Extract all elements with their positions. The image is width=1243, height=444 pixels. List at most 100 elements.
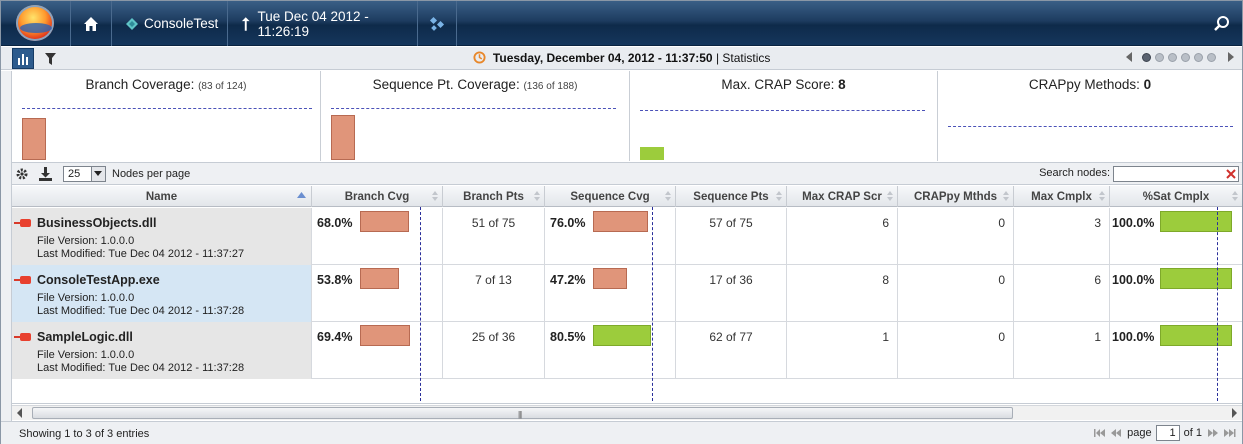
crappy-methods-value: 0 <box>998 216 1005 230</box>
pager-dot[interactable] <box>1194 52 1203 62</box>
summary-crappy-methods: CRAPpy Methods: 0 <box>938 71 1242 161</box>
name-cell[interactable]: SampleLogic.dll File Version: 1.0.0.0 La… <box>12 322 312 379</box>
breadcrumb-project[interactable]: ConsoleTest <box>111 1 227 46</box>
name-cell[interactable]: ConsoleTestApp.exe File Version: 1.0.0.0… <box>12 265 312 322</box>
column-header-sequence-cvg[interactable]: Sequence Cvg <box>545 186 676 207</box>
statistics-view-button[interactable] <box>12 48 34 69</box>
column-label: %Sat Cmplx <box>1142 190 1210 203</box>
assembly-icon <box>14 219 31 227</box>
summary-bar <box>22 118 46 160</box>
table-row[interactable]: ConsoleTestApp.exe File Version: 1.0.0.0… <box>12 265 1242 322</box>
sequence-pts-cell: 57 of 75 <box>676 208 787 265</box>
node-name[interactable]: ConsoleTestApp.exe <box>37 273 160 287</box>
target-line <box>640 110 925 111</box>
first-page-icon[interactable] <box>1093 427 1106 439</box>
branch-pts-value: 25 of 36 <box>471 330 516 344</box>
table-header: Name Branch Cvg Branch Pts Sequence Cvg … <box>12 186 1242 207</box>
column-header-branch-pts[interactable]: Branch Pts <box>443 186 545 207</box>
sat-cmplx-bar <box>1160 268 1232 289</box>
sort-icon <box>887 191 893 201</box>
summary-max-crap: Max. CRAP Score: 8 <box>630 71 938 161</box>
table-row[interactable]: SampleLogic.dll File Version: 1.0.0.0 La… <box>12 322 1242 379</box>
max-crap-cell: 8 <box>787 265 898 322</box>
page-label: page <box>1127 427 1152 439</box>
sat-cmplx-bar <box>1160 211 1232 232</box>
target-line <box>331 108 616 109</box>
summary-label: Branch Coverage: <box>85 77 195 92</box>
column-header-sat-cmplx[interactable]: %Sat Cmplx <box>1110 186 1242 207</box>
branch-pts-cell: 51 of 75 <box>443 208 545 265</box>
horizontal-scrollbar[interactable]: ||| <box>12 405 1242 420</box>
summary-label: CRAPpy Methods: <box>1028 77 1140 92</box>
filter-button[interactable] <box>39 48 61 69</box>
summary-branch-coverage: Branch Coverage: (83 of 124) <box>12 71 321 161</box>
node-name[interactable]: BusinessObjects.dll <box>37 216 157 230</box>
page-size-select[interactable]: 25 <box>63 166 106 182</box>
table-row[interactable]: BusinessObjects.dll File Version: 1.0.0.… <box>12 208 1242 265</box>
file-version: File Version: 1.0.0.0 <box>37 292 135 304</box>
clear-icon[interactable] <box>1226 169 1236 179</box>
sequence-cvg-value: 76.0% <box>550 216 586 230</box>
toolbar-title-suffix: | Statistics <box>715 51 771 65</box>
sat-cmplx-value: 100.0% <box>1112 216 1155 230</box>
page-number-input[interactable]: 1 <box>1155 425 1180 441</box>
pager-dot[interactable] <box>1155 52 1164 62</box>
sat-cmplx-cell: 100.0% <box>1110 322 1242 379</box>
sequence-cvg-cell: 76.0% <box>545 208 676 265</box>
column-header-crappy-methods[interactable]: CRAPpy Mthds <box>898 186 1014 207</box>
file-version: File Version: 1.0.0.0 <box>37 349 135 361</box>
project-diamond-icon <box>126 17 138 30</box>
column-header-max-crap[interactable]: Max CRAP Scr <box>787 186 898 207</box>
last-modified: Last Modified: Tue Dec 04 2012 - 11:37:2… <box>37 248 245 260</box>
column-header-sequence-pts[interactable]: Sequence Pts <box>676 186 787 207</box>
next-page-icon[interactable] <box>1206 427 1219 439</box>
file-version: File Version: 1.0.0.0 <box>37 235 135 247</box>
last-page-icon[interactable] <box>1223 427 1236 439</box>
sequence-cvg-cell: 80.5% <box>545 322 676 379</box>
breadcrumb-run[interactable]: Tue Dec 04 2012 - 11:26:19 <box>227 1 417 46</box>
target-line <box>948 126 1233 127</box>
column-header-name[interactable]: Name <box>12 186 312 207</box>
max-crap-value: 6 <box>882 216 889 230</box>
search-nodes-input[interactable] <box>1113 166 1239 182</box>
summary-value: 8 <box>838 77 846 92</box>
node-name[interactable]: SampleLogic.dll <box>37 330 133 344</box>
name-cell[interactable]: BusinessObjects.dll File Version: 1.0.0.… <box>12 208 312 265</box>
branch-pts-value: 7 of 13 <box>475 273 512 287</box>
pager-dot[interactable] <box>1181 52 1190 62</box>
home-button[interactable] <box>70 1 110 46</box>
column-label: Sequence Cvg <box>570 190 650 203</box>
scroll-right-icon[interactable] <box>1232 408 1237 418</box>
search-icon[interactable] <box>1212 14 1232 34</box>
branch-cvg-cell: 69.4% <box>312 322 443 379</box>
download-icon[interactable] <box>39 167 52 181</box>
sat-cmplx-cell: 100.0% <box>1110 208 1242 265</box>
prev-page-icon[interactable] <box>1110 427 1123 439</box>
max-crap-cell: 6 <box>787 208 898 265</box>
max-cmplx-value: 6 <box>1094 273 1101 287</box>
settings-gear-icon[interactable] <box>15 167 29 181</box>
pager-prev-icon[interactable] <box>1126 52 1132 62</box>
pager-next-icon[interactable] <box>1228 52 1234 62</box>
sat-cmplx-value: 100.0% <box>1112 330 1155 344</box>
column-header-max-cmplx[interactable]: Max Cmplx <box>1014 186 1110 207</box>
sequence-pts-value: 57 of 75 <box>709 216 753 230</box>
sort-icon <box>1232 191 1238 201</box>
app-logo-icon[interactable] <box>16 5 54 41</box>
table-toolbar: 25 Nodes per page Search nodes: <box>12 162 1242 185</box>
column-label: Name <box>145 190 178 203</box>
pager-dot[interactable] <box>1168 52 1177 62</box>
pager-dot[interactable] <box>1142 52 1151 62</box>
nodes-table: Name Branch Cvg Branch Pts Sequence Cvg … <box>12 186 1242 404</box>
scroll-left-icon[interactable] <box>17 408 22 418</box>
breadcrumb-nodes-button[interactable] <box>417 1 457 46</box>
sequence-pts-cell: 17 of 36 <box>676 265 787 322</box>
view-pager <box>1126 52 1234 62</box>
pager-dot[interactable] <box>1207 52 1216 62</box>
scrollbar-thumb[interactable]: ||| <box>32 407 1013 419</box>
max-cmplx-cell: 3 <box>1014 208 1110 265</box>
crappy-methods-cell: 0 <box>898 208 1014 265</box>
column-header-branch-cvg[interactable]: Branch Cvg <box>312 186 443 207</box>
max-crap-value: 8 <box>882 273 889 287</box>
sequence-pts-value: 62 of 77 <box>709 330 753 344</box>
